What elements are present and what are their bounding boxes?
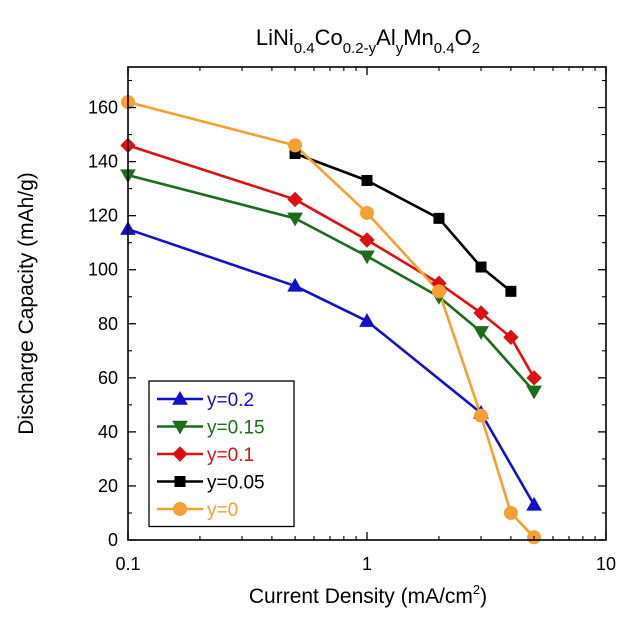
series-line-y-0-15 bbox=[127, 173, 536, 393]
legend-marker-y-0-05 bbox=[174, 476, 186, 487]
y-tick-label: 80 bbox=[98, 314, 118, 334]
data-point-y-0-15 bbox=[359, 250, 375, 265]
y-tick-label: 20 bbox=[98, 476, 118, 496]
axis-ticks bbox=[127, 67, 607, 541]
title-subscript: 0.2-y bbox=[343, 40, 377, 57]
y-tick-label: 140 bbox=[88, 152, 118, 172]
data-point-y-0-05 bbox=[433, 212, 445, 224]
legend-label-y-0: y=0 bbox=[207, 500, 238, 521]
data-point-y-0-1 bbox=[359, 232, 375, 248]
data-point-y-0-1 bbox=[526, 370, 542, 386]
data-point-y-0-2 bbox=[287, 277, 303, 292]
title-text: Co bbox=[315, 25, 343, 50]
y-tick-label: 60 bbox=[98, 368, 118, 388]
y-tick-label: 120 bbox=[88, 206, 118, 226]
legend-marker-y-0-2 bbox=[172, 390, 188, 405]
data-point-y-0-2 bbox=[359, 313, 375, 327]
title-subscript: 0.4 bbox=[434, 40, 455, 57]
x-tick-label: 10 bbox=[596, 554, 616, 574]
legend-label-y-0-05: y=0.05 bbox=[207, 473, 265, 494]
y-axis-title: Discharge Capacity (mAh/g) bbox=[15, 172, 38, 435]
x-axis-title-end: ) bbox=[480, 585, 487, 608]
y-tick-label: 100 bbox=[88, 260, 118, 280]
x-tick-label: 1 bbox=[362, 554, 372, 574]
title-text: Mn bbox=[403, 25, 434, 50]
data-point-y-0-05 bbox=[361, 175, 373, 187]
data-point-y-0 bbox=[360, 205, 374, 220]
legend-label-y-0-2: y=0.2 bbox=[207, 390, 254, 411]
data-point-y-0 bbox=[431, 284, 446, 299]
title-subscript: 2 bbox=[472, 40, 480, 57]
y-tick-label: 0 bbox=[108, 530, 118, 550]
data-point-y-0-15 bbox=[287, 212, 303, 227]
data-point-y-0-1 bbox=[473, 305, 489, 321]
data-point-y-0 bbox=[474, 408, 489, 423]
data-point-y-0-15 bbox=[473, 326, 489, 340]
x-axis-title-sup: 2 bbox=[473, 582, 480, 597]
y-tick-label: 40 bbox=[98, 422, 118, 442]
x-axis-title: Current Density (mA/cm2) bbox=[249, 582, 487, 608]
x-tick-label: 0.1 bbox=[115, 554, 140, 574]
data-point-y-0-1 bbox=[503, 329, 519, 345]
legend-label-y-0-15: y=0.15 bbox=[207, 418, 265, 439]
legend-marker-y-0 bbox=[173, 502, 187, 516]
title-subscript: 0.4 bbox=[294, 40, 315, 57]
data-point-y-0-15 bbox=[526, 385, 542, 400]
legend-marker-y-0-1 bbox=[172, 446, 188, 462]
data-point-y-0 bbox=[288, 138, 303, 153]
data-point-y-0-05 bbox=[475, 261, 487, 273]
title-text: O bbox=[455, 25, 472, 50]
data-point-y-0-2 bbox=[526, 496, 542, 511]
legend-marker-y-0-15 bbox=[172, 420, 188, 435]
legend: y=0.2 y=0.15 y=0.1 y=0.05 y=0 bbox=[148, 380, 295, 528]
data-point-y-0-05 bbox=[505, 285, 517, 297]
chart-title: LiNi0.4Co0.2-yAlyMn0.4O2 bbox=[256, 25, 480, 57]
x-axis-title-main: Current Density (mA/cm bbox=[249, 585, 473, 608]
y-tick-label: 160 bbox=[88, 98, 118, 118]
title-text: LiNi bbox=[256, 25, 294, 50]
tick-labels: 0 20 40 60 80 100 120 140 160 0.1 1 10 bbox=[88, 98, 616, 574]
data-point-y-0 bbox=[503, 505, 518, 520]
title-subscript: y bbox=[396, 40, 404, 57]
data-point-y-0-1 bbox=[287, 191, 303, 208]
legend-label-y-0-1: y=0.1 bbox=[207, 445, 254, 466]
title-text: Al bbox=[376, 25, 396, 50]
